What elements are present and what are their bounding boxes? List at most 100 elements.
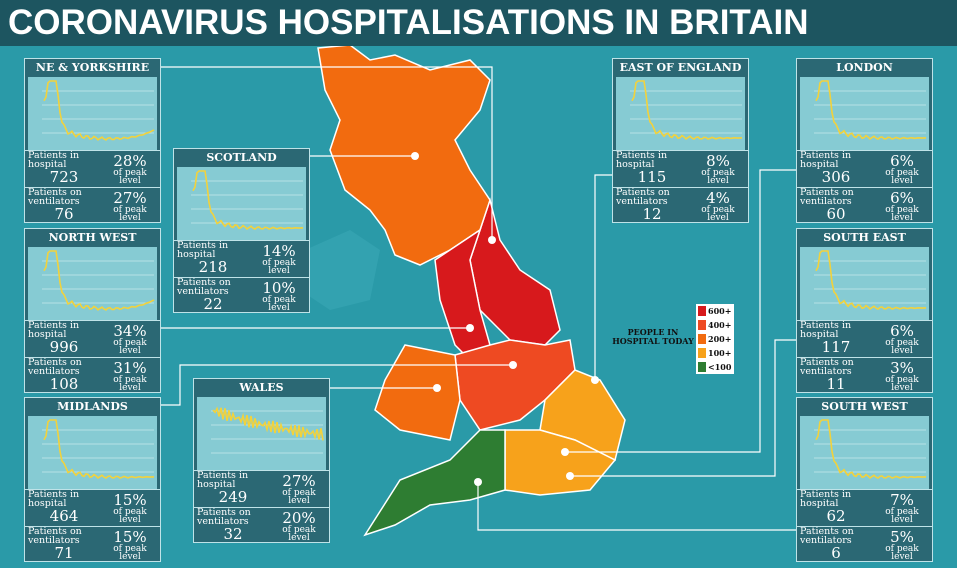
connectors	[160, 66, 796, 531]
label-cell: Patients in hospital 464	[25, 490, 100, 526]
of-peak: of peak level	[113, 507, 147, 525]
hospital-row: Patients in hospital 996 34% of peak level	[25, 320, 160, 357]
region-panel: SOUTH EAST Patients in hospital 117 6% of pe…	[796, 228, 933, 393]
sparkline	[814, 419, 927, 480]
sparkline-path	[43, 419, 155, 480]
label-cell: Patients on ventilators 32	[194, 508, 269, 544]
pct-cell: 27% of peak level	[269, 471, 329, 507]
pct-cell: 15% of peak level	[100, 490, 160, 526]
sparkline-path	[815, 419, 927, 480]
region-panel: NE & YORKSHIRE Patients in hospital 723 28%…	[24, 58, 161, 223]
legend-title: PEOPLE IN HOSPITAL TODAY	[612, 327, 694, 346]
sparkline-path	[815, 250, 927, 311]
hospital-row: Patients in hospital 723 28% of peak level	[25, 150, 160, 187]
label-cell: Patients in hospital 117	[797, 321, 872, 357]
ventilators-count: 76	[54, 205, 74, 223]
label-cell: Patients on ventilators 6	[797, 527, 872, 563]
region-shape	[363, 429, 506, 537]
mini-chart	[28, 416, 157, 489]
mini-chart	[28, 77, 157, 150]
pct-cell: 31% of peak level	[100, 358, 160, 394]
sparkline	[42, 80, 155, 141]
legend-item: 400+	[696, 318, 734, 332]
ventilators-count: 32	[223, 525, 243, 543]
label-cell: Patients in hospital 62	[797, 490, 872, 526]
ventilators-row: Patients on ventilators 76 27% of peak leve…	[25, 187, 160, 224]
pct-cell: 6% of peak level	[872, 321, 932, 357]
mini-chart	[28, 247, 157, 320]
ventilators-row: Patients on ventilators 108 31% of peak lev…	[25, 357, 160, 394]
ventilators-count: 6	[831, 544, 841, 562]
of-peak: of peak level	[885, 544, 919, 562]
of-peak: of peak level	[885, 168, 919, 186]
hospital-row: Patients in hospital 62 7% of peak level	[797, 489, 932, 526]
of-peak: of peak level	[282, 525, 316, 543]
hospital-row: Patients in hospital 117 6% of peak level	[797, 320, 932, 357]
pct-cell: 15% of peak level	[100, 527, 160, 563]
sparkline-path	[212, 406, 324, 441]
label-cell: Patients on ventilators 22	[174, 278, 249, 314]
region-name: NE & YORKSHIRE	[25, 59, 160, 77]
label-cell: Patients on ventilators 11	[797, 358, 872, 394]
ventilators-label: Patients on ventilators	[800, 188, 854, 206]
region-panel: EAST OF ENGLAND Patients in hospital 115 8%…	[612, 58, 749, 223]
ventilators-pct: 3%	[890, 359, 914, 377]
ventilators-row: Patients on ventilators 6 5% of peak level	[797, 526, 932, 563]
ventilators-pct: 10%	[262, 279, 296, 297]
of-peak: of peak level	[885, 507, 919, 525]
of-peak: of peak level	[262, 258, 296, 276]
hospital-pct: 7%	[890, 491, 914, 509]
ventilators-row: Patients on ventilators 12 4% of peak level	[613, 187, 748, 224]
hospital-count: 115	[637, 168, 667, 186]
label-cell: Patients in hospital 115	[613, 151, 688, 187]
hospital-label: Patients in hospital	[800, 151, 852, 169]
of-peak: of peak level	[885, 338, 919, 356]
hospital-count: 996	[49, 338, 79, 356]
ventilators-count: 60	[826, 205, 846, 223]
hospital-pct: 6%	[890, 152, 914, 170]
region-panel: NORTH WEST Patients in hospital 996 34% of p…	[24, 228, 161, 393]
region-panel: LONDON Patients in hospital 306 6% of peak l…	[796, 58, 933, 223]
region-name: LONDON	[797, 59, 932, 77]
mini-chart	[616, 77, 745, 150]
of-peak: of peak level	[701, 168, 735, 186]
legend-item: 100+	[696, 346, 734, 360]
pct-cell: 7% of peak level	[872, 490, 932, 526]
hospital-row: Patients in hospital 218 14% of peak level	[174, 240, 309, 277]
region-name: SCOTLAND	[174, 149, 309, 167]
mini-chart	[800, 416, 929, 489]
hospital-label: Patients in hospital	[800, 490, 852, 508]
sparkline-path	[43, 250, 155, 311]
pct-cell: 8% of peak level	[688, 151, 748, 187]
pct-cell: 10% of peak level	[249, 278, 309, 314]
ventilators-pct: 6%	[890, 189, 914, 207]
mini-chart	[197, 397, 326, 470]
ventilators-row: Patients on ventilators 60 6% of peak level	[797, 187, 932, 224]
region-panel: SCOTLAND Patients in hospital 218 14% of pea…	[173, 148, 310, 313]
label-cell: Patients on ventilators 60	[797, 188, 872, 224]
sparkline	[211, 406, 324, 454]
pct-cell: 34% of peak level	[100, 321, 160, 357]
sparkline	[630, 80, 743, 141]
hospital-row: Patients in hospital 115 8% of peak level	[613, 150, 748, 187]
sparkline	[191, 170, 304, 231]
mini-chart	[800, 247, 929, 320]
region-name: MIDLANDS	[25, 398, 160, 416]
hospital-pct: 34%	[113, 322, 147, 340]
of-peak: of peak level	[113, 205, 147, 223]
sparkline-path	[631, 80, 743, 141]
pct-cell: 6% of peak level	[872, 188, 932, 224]
pct-cell: 6% of peak level	[872, 151, 932, 187]
of-peak: of peak level	[701, 205, 735, 223]
ventilators-label: Patients on ventilators	[616, 188, 670, 206]
ventilators-row: Patients on ventilators 71 15% of peak leve…	[25, 526, 160, 563]
ventilators-pct: 5%	[890, 528, 914, 546]
ventilators-row: Patients on ventilators 32 20% of peak leve…	[194, 507, 329, 544]
label-cell: Patients on ventilators 71	[25, 527, 100, 563]
mini-chart	[177, 167, 306, 240]
ventilators-count: 22	[203, 295, 223, 313]
of-peak: of peak level	[282, 488, 316, 506]
hospital-row: Patients in hospital 464 15% of peak level	[25, 489, 160, 526]
legend-swatch	[698, 306, 706, 316]
ventilators-count: 11	[826, 375, 846, 393]
